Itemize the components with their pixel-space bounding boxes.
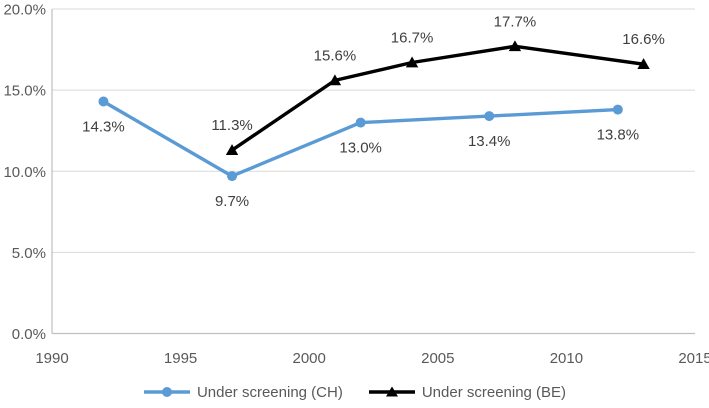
data-point-label: 9.7% [215,193,249,210]
data-point-label: 13.0% [339,140,382,157]
series-line-1 [230,44,646,152]
y-tick-label: 15.0% [3,83,46,100]
data-point-label: 16.6% [622,31,665,48]
y-tick-label: 20.0% [3,2,46,19]
data-point-marker-circle [355,117,366,128]
legend-line-circle-icon [143,387,190,397]
data-point-label: 13.8% [597,127,640,144]
legend-item-under-screening-ch: Under screening (CH) [143,384,343,401]
data-point-label: 13.4% [468,133,511,150]
x-tick-label: 2010 [550,350,583,367]
data-point-label: 14.3% [82,118,125,135]
x-tick-label: 2000 [293,350,326,367]
data-point-marker-circle [227,171,238,182]
y-tick-label: 10.0% [3,164,46,181]
legend-label-be: Under screening (BE) [421,383,567,401]
x-tick-label: 2005 [421,350,454,367]
y-tick-label: 5.0% [12,245,46,262]
x-tick-label: 2015 [678,350,709,367]
data-point-marker-triangle [405,56,419,68]
legend-line-triangle-icon [368,386,415,397]
x-tick-label: 1995 [164,350,197,367]
data-point-marker-triangle [508,40,522,52]
data-point-marker-circle [98,96,109,107]
line-chart-canvas: 0.0% 5.0% 10.0% 15.0% 20.0% 1990 1995 2000 2005 2… [3,2,709,368]
data-point-marker-triangle [225,144,239,155]
data-point-marker-circle [484,111,495,122]
data-point-label: 11.3% [211,117,252,134]
data-point-marker-circle [612,104,623,115]
data-point-label: 15.6% [314,47,357,64]
data-point-label: 17.7% [494,13,537,30]
data-point-marker-triangle [328,74,342,86]
data-point-label: 16.7% [391,30,434,47]
chart-legend: Under screening (CH) Under screening (BE… [0,382,709,402]
legend-label-ch: Under screening (CH) [196,383,343,401]
x-tick-label: 1990 [35,350,68,367]
y-tick-label: 0.0% [12,326,46,343]
legend-item-under-screening-be: Under screening (BE) [368,384,566,401]
data-point-marker-triangle [637,58,650,69]
